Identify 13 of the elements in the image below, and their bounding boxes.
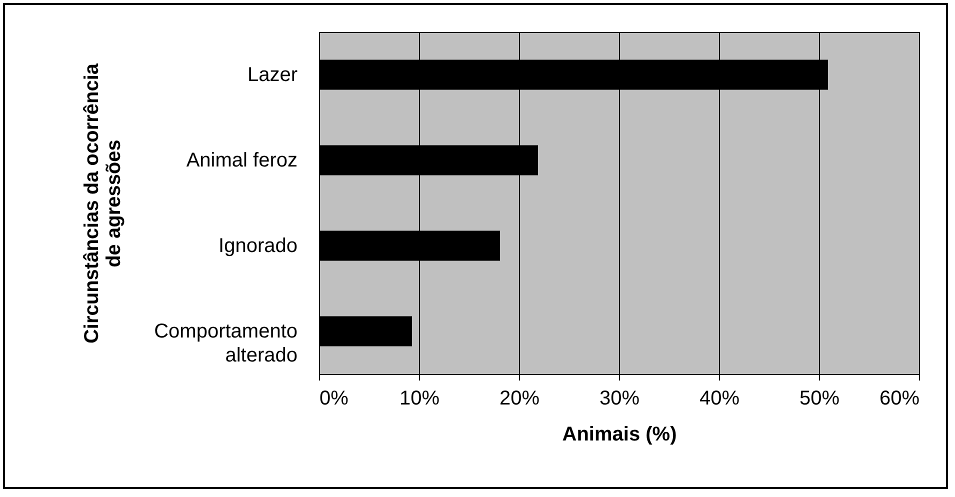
- x-tick-label: 10%: [399, 388, 440, 410]
- y-axis-title: Circunstâncias da ocorrência de agressões: [81, 62, 126, 344]
- x-tick-label: 40%: [699, 388, 740, 410]
- y-tick-label: Animal feroz: [186, 149, 298, 172]
- x-tick-label: 30%: [599, 388, 640, 410]
- x-axis-title: Animais (%): [562, 424, 677, 446]
- y-tick-label: Comportamento alterado: [154, 320, 298, 366]
- y-tick-label: Ignorado: [218, 234, 298, 257]
- x-tick-label: 60%: [879, 388, 920, 410]
- y-tick-label: Lazer: [247, 64, 298, 86]
- x-tick-label: 20%: [499, 388, 540, 410]
- x-tick-label: 50%: [799, 388, 840, 410]
- x-tick-label: 0%: [320, 388, 349, 410]
